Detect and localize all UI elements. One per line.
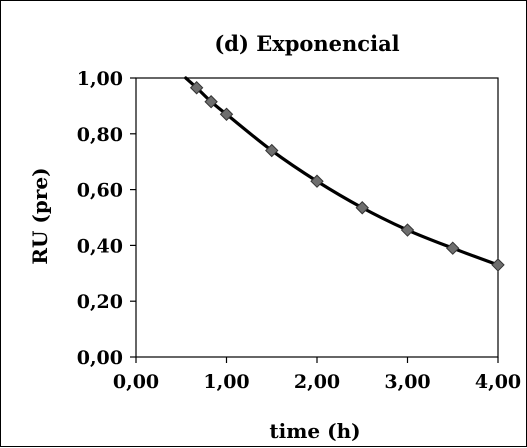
y-tick-label: 1,00	[77, 68, 123, 90]
x-axis-label: time (h)	[269, 419, 360, 443]
plot-area-border	[135, 77, 499, 358]
y-axis-label: RU (pre)	[28, 167, 52, 264]
data-point	[219, 107, 234, 121]
data-point	[491, 258, 505, 272]
y-tick-label: 0,80	[77, 124, 123, 146]
data-point	[265, 143, 279, 158]
x-tick-label: 0,00	[113, 371, 159, 393]
data-point	[310, 174, 324, 188]
y-tick-label: 0,40	[77, 235, 123, 257]
data-point	[446, 241, 460, 255]
data-point	[189, 81, 204, 95]
y-tick-label: 0,00	[77, 347, 123, 369]
data-point	[400, 223, 415, 237]
x-tick-label: 2,00	[294, 371, 340, 393]
x-tick-label: 1,00	[203, 371, 249, 393]
axes: 0,00 0,20 0,40 0,60 0,80 1,00 0,00 1,00 2,00 3,00…	[77, 68, 521, 393]
exponential-fit-line	[184, 76, 500, 267]
x-tick-label: 3,00	[384, 371, 430, 393]
y-tick-label: 0,20	[77, 291, 123, 313]
x-tick-label: 4,00	[475, 371, 521, 393]
y-tick-label: 0,60	[77, 180, 123, 202]
y-axis-label-group: RU (pre)	[28, 167, 52, 264]
chart-title: (d) Exponencial	[214, 31, 399, 56]
data-point	[355, 201, 369, 215]
data-point	[204, 95, 218, 109]
data-points-group	[189, 81, 505, 272]
fit-line-group	[184, 76, 500, 267]
